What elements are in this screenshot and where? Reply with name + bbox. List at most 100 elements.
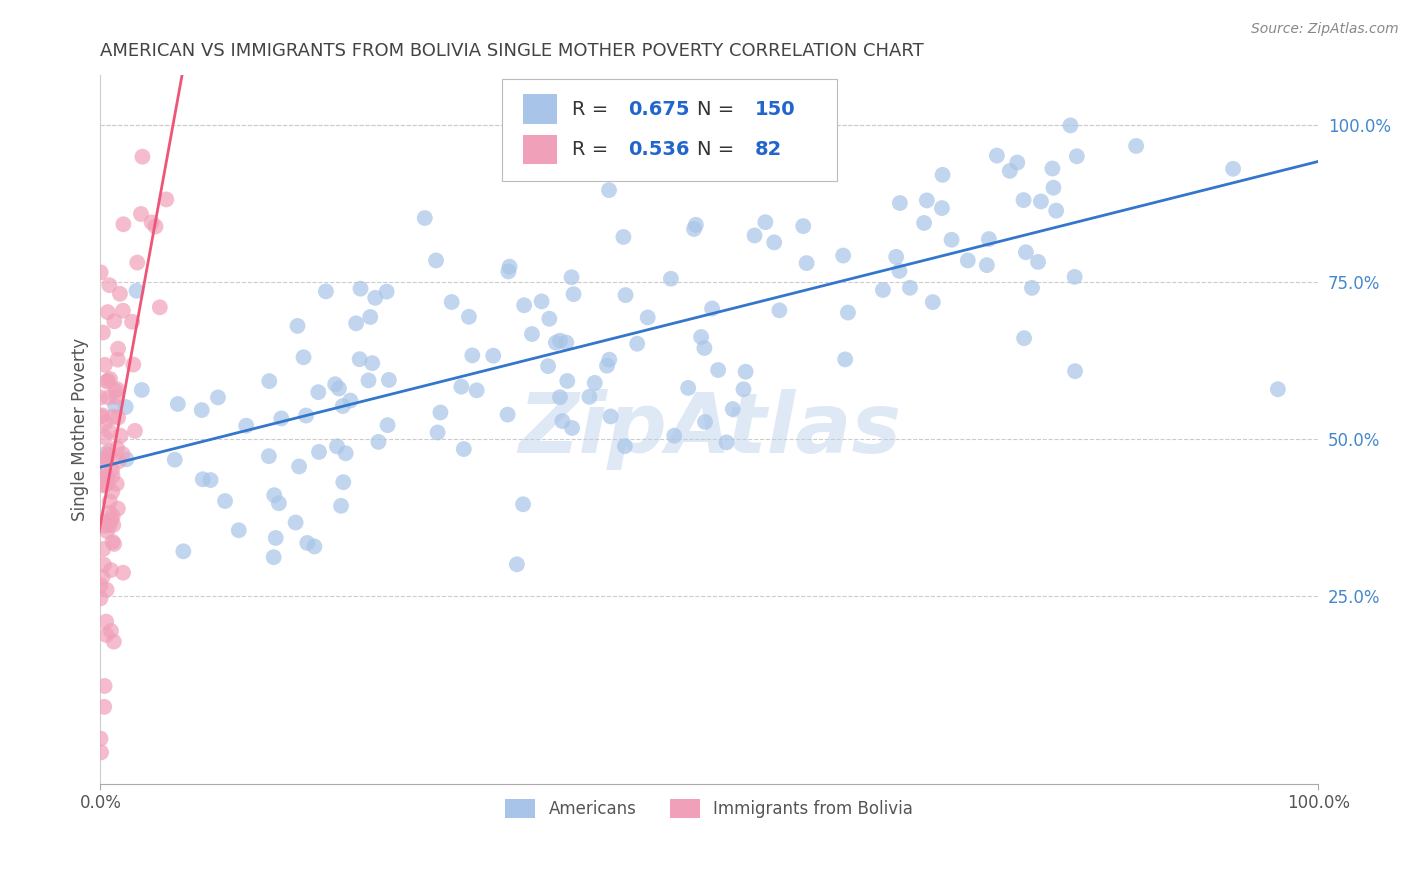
Point bbox=[530, 294, 553, 309]
Point bbox=[834, 352, 856, 367]
Point bbox=[986, 148, 1008, 162]
Point bbox=[707, 363, 730, 377]
Text: 150: 150 bbox=[755, 100, 794, 119]
Point bbox=[96, 375, 118, 389]
Point bbox=[359, 310, 381, 324]
Point bbox=[977, 232, 1000, 246]
Point bbox=[364, 291, 387, 305]
FancyBboxPatch shape bbox=[502, 78, 837, 181]
Point bbox=[103, 314, 125, 328]
Text: N =: N = bbox=[697, 100, 741, 119]
Point bbox=[308, 445, 330, 459]
Point bbox=[121, 315, 143, 329]
Point bbox=[378, 373, 401, 387]
Point bbox=[453, 442, 475, 456]
Point bbox=[1021, 281, 1043, 295]
Point bbox=[90, 745, 112, 759]
Point bbox=[190, 403, 212, 417]
Point bbox=[330, 499, 353, 513]
Point bbox=[94, 430, 117, 444]
Point bbox=[796, 256, 818, 270]
Text: 0.536: 0.536 bbox=[627, 140, 689, 159]
Point bbox=[721, 402, 744, 417]
Point bbox=[626, 336, 648, 351]
Point bbox=[90, 591, 112, 606]
Point bbox=[598, 183, 620, 197]
Point bbox=[1064, 364, 1087, 378]
Point bbox=[332, 475, 354, 490]
Point bbox=[377, 418, 399, 433]
Point bbox=[637, 310, 659, 325]
Point bbox=[91, 477, 114, 491]
Point bbox=[270, 411, 292, 425]
Text: ZipAtlas: ZipAtlas bbox=[517, 389, 901, 470]
Point bbox=[214, 494, 236, 508]
Point bbox=[93, 699, 115, 714]
Point bbox=[498, 264, 520, 278]
Point bbox=[207, 391, 229, 405]
Point bbox=[659, 271, 682, 285]
Point bbox=[1125, 139, 1147, 153]
Point bbox=[700, 301, 723, 316]
Point bbox=[200, 473, 222, 487]
Point bbox=[264, 531, 287, 545]
Point bbox=[111, 447, 134, 461]
Text: N =: N = bbox=[697, 140, 741, 159]
Point bbox=[105, 382, 128, 396]
Point bbox=[94, 615, 117, 629]
Point bbox=[315, 285, 337, 299]
Point bbox=[596, 359, 619, 373]
Point bbox=[105, 390, 128, 404]
Point bbox=[93, 452, 115, 467]
Point bbox=[450, 379, 472, 393]
Point bbox=[889, 196, 911, 211]
Point bbox=[768, 303, 790, 318]
Point bbox=[98, 506, 121, 520]
Point bbox=[101, 534, 124, 549]
Point bbox=[295, 409, 318, 423]
Point bbox=[1267, 382, 1289, 396]
Point bbox=[496, 408, 519, 422]
Point bbox=[976, 258, 998, 272]
Point bbox=[297, 536, 319, 550]
Legend: Americans, Immigrants from Bolivia: Americans, Immigrants from Bolivia bbox=[499, 792, 920, 825]
Point bbox=[97, 476, 120, 491]
Point bbox=[367, 434, 389, 449]
Point bbox=[90, 409, 112, 424]
Point bbox=[97, 391, 120, 405]
Point bbox=[349, 282, 371, 296]
Point bbox=[1066, 149, 1088, 163]
Point bbox=[101, 462, 124, 476]
Point bbox=[1045, 203, 1067, 218]
Point bbox=[664, 428, 686, 442]
Point bbox=[332, 399, 354, 413]
Point bbox=[512, 497, 534, 511]
Point bbox=[461, 348, 484, 362]
Point bbox=[375, 285, 398, 299]
Point bbox=[792, 219, 814, 233]
Point bbox=[538, 311, 561, 326]
Text: R =: R = bbox=[572, 140, 614, 159]
Point bbox=[103, 409, 125, 424]
Point bbox=[108, 286, 131, 301]
Point bbox=[744, 228, 766, 243]
Point bbox=[100, 563, 122, 577]
Point bbox=[498, 260, 520, 274]
Point bbox=[898, 281, 921, 295]
Text: AMERICAN VS IMMIGRANTS FROM BOLIVIA SINGLE MOTHER POVERTY CORRELATION CHART: AMERICAN VS IMMIGRANTS FROM BOLIVIA SING… bbox=[100, 42, 924, 60]
Point bbox=[599, 409, 621, 424]
Point bbox=[413, 211, 436, 225]
Point bbox=[90, 731, 112, 746]
Point bbox=[103, 518, 125, 533]
Point bbox=[693, 341, 716, 355]
Point bbox=[323, 377, 346, 392]
Point bbox=[304, 540, 326, 554]
Point bbox=[292, 350, 315, 364]
Point bbox=[155, 193, 177, 207]
Point bbox=[482, 349, 505, 363]
Point bbox=[267, 496, 290, 510]
Point bbox=[931, 201, 953, 215]
Point bbox=[676, 381, 699, 395]
Point bbox=[613, 439, 636, 453]
Point bbox=[172, 544, 194, 558]
